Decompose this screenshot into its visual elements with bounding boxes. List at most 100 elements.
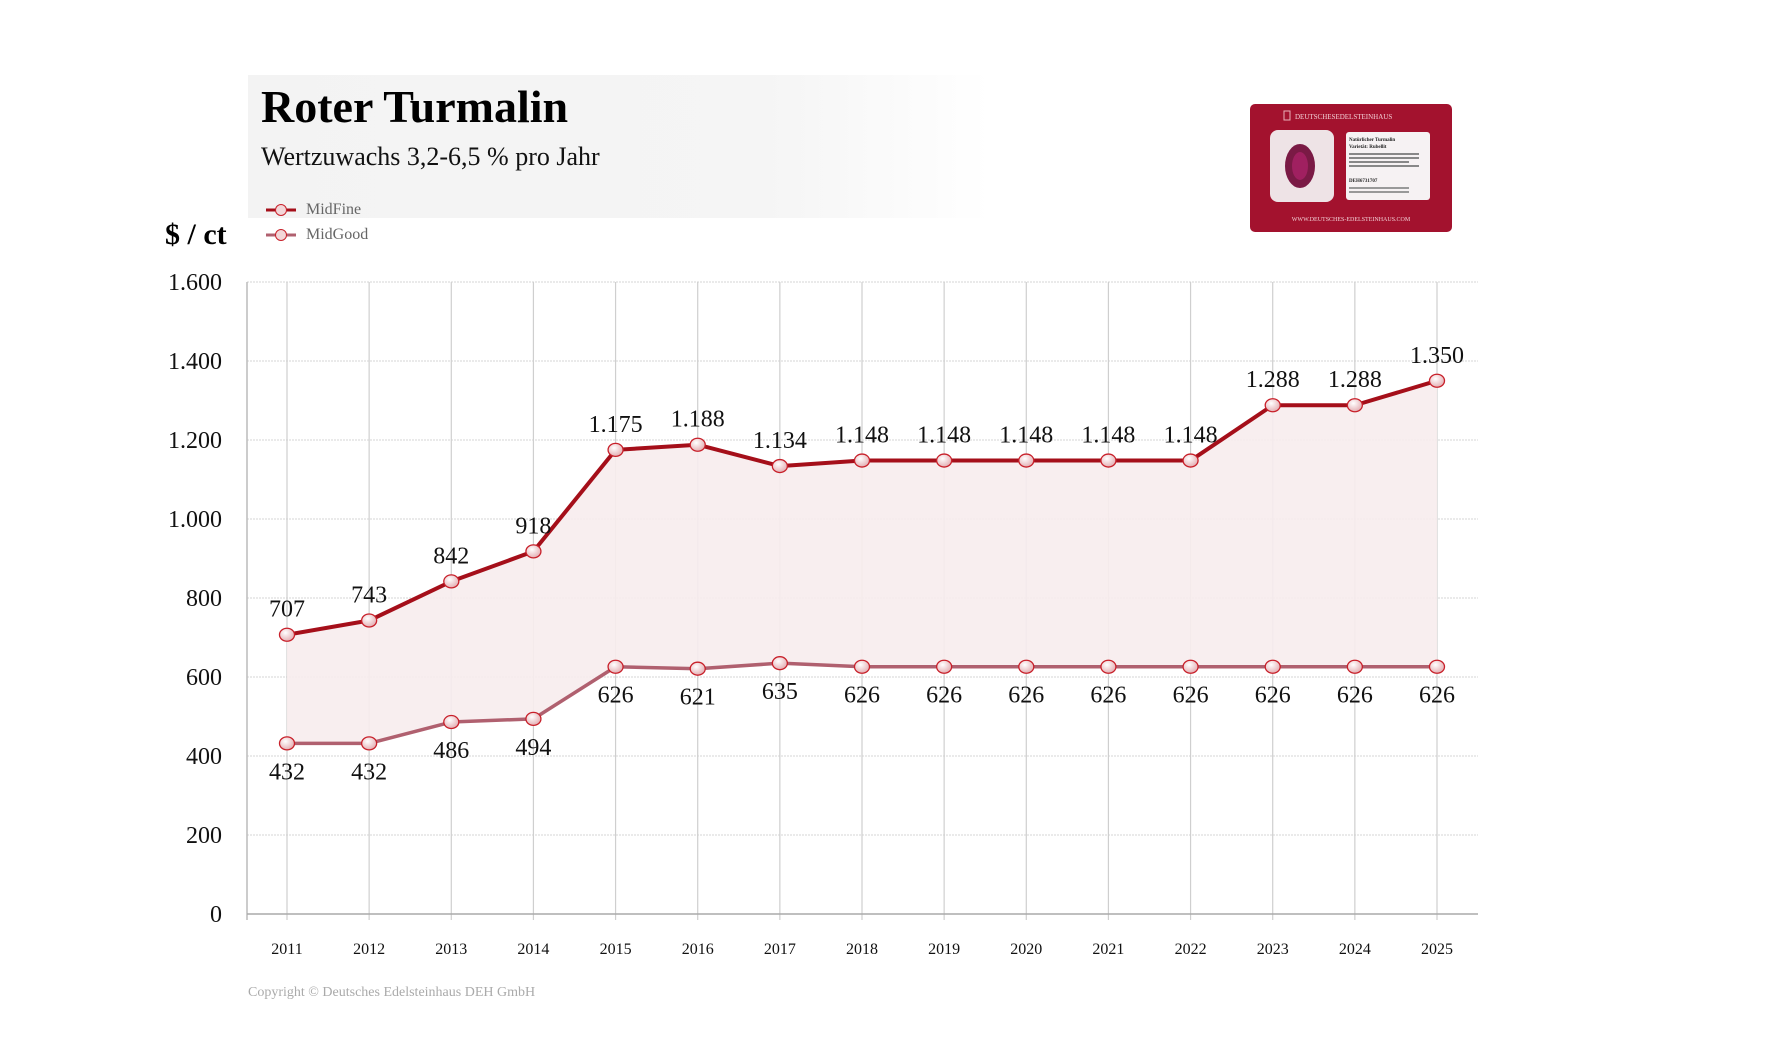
x-tick-label: 2016 bbox=[682, 941, 714, 958]
data-label-midgood: 626 bbox=[1419, 683, 1455, 709]
x-tick-label: 2022 bbox=[1175, 941, 1207, 958]
legend-item-midfine: MidFine bbox=[266, 201, 361, 219]
y-tick-label: 1.000 bbox=[168, 507, 222, 533]
data-point-midgood bbox=[1182, 659, 1199, 674]
data-label-midgood: 494 bbox=[515, 735, 551, 761]
data-point-midgood bbox=[1100, 659, 1117, 674]
data-point-midfine bbox=[1346, 398, 1364, 413]
svg-text:WWW.DEUTSCHES-EDELSTEINHAUS.CO: WWW.DEUTSCHES-EDELSTEINHAUS.COM bbox=[1292, 217, 1411, 223]
data-label-midgood: 626 bbox=[926, 683, 962, 709]
data-point-midfine bbox=[1182, 453, 1199, 468]
data-point-midfine bbox=[607, 442, 624, 458]
data-label-midfine: 1.148 bbox=[917, 423, 971, 449]
y-tick-label: 800 bbox=[186, 586, 222, 612]
data-point-midgood bbox=[360, 736, 378, 751]
svg-text:DEUTSCHESEDELSTEINHAUS: DEUTSCHESEDELSTEINHAUS bbox=[1295, 113, 1392, 121]
data-label-midgood: 621 bbox=[680, 685, 716, 711]
data-point-midgood bbox=[1346, 659, 1364, 674]
x-tick-label: 2024 bbox=[1339, 941, 1371, 958]
y-tick-label: 400 bbox=[186, 744, 222, 770]
x-tick-label: 2014 bbox=[517, 941, 549, 958]
data-point-midgood bbox=[278, 736, 296, 751]
data-label-midgood: 626 bbox=[844, 683, 880, 709]
data-point-midgood bbox=[853, 659, 871, 674]
legend-marker-midfine-icon bbox=[266, 204, 296, 216]
data-label-midfine: 1.288 bbox=[1246, 367, 1300, 393]
data-point-midgood bbox=[1264, 659, 1281, 674]
data-point-midfine bbox=[1018, 453, 1035, 468]
x-tick-label: 2019 bbox=[928, 941, 960, 958]
area-between-series bbox=[287, 380, 1437, 744]
data-point-midgood bbox=[607, 659, 624, 674]
x-tick-label: 2023 bbox=[1257, 941, 1289, 958]
data-label-midgood: 626 bbox=[1337, 683, 1373, 709]
data-point-midgood bbox=[689, 661, 706, 676]
y-tick-label: 1.200 bbox=[168, 428, 222, 454]
legend-label: MidFine bbox=[306, 201, 362, 218]
svg-text:Natürlicher Turmalin: Natürlicher Turmalin bbox=[1349, 138, 1395, 143]
x-tick-label: 2013 bbox=[435, 941, 467, 958]
data-label-midfine: 842 bbox=[433, 543, 469, 569]
data-label-midfine: 707 bbox=[269, 597, 305, 623]
data-label-midgood: 626 bbox=[1008, 683, 1044, 709]
data-point-midfine bbox=[1100, 453, 1117, 468]
data-label-midfine: 1.148 bbox=[999, 423, 1053, 449]
y-axis-label: $ / ct bbox=[165, 218, 227, 251]
data-point-midfine bbox=[1264, 398, 1281, 413]
data-label-midfine: 1.175 bbox=[589, 412, 643, 438]
y-tick-label: 1.600 bbox=[168, 270, 222, 296]
x-tick-label: 2017 bbox=[764, 941, 796, 958]
data-point-midgood bbox=[1428, 659, 1446, 674]
copyright-text: Copyright © Deutsches Edelsteinhaus DEH … bbox=[248, 985, 536, 1000]
y-tick-label: 600 bbox=[186, 665, 222, 691]
data-label-midfine: 743 bbox=[351, 583, 387, 609]
y-tick-label: 1.400 bbox=[168, 349, 222, 375]
legend-label: MidGood bbox=[306, 226, 369, 243]
data-label-midgood: 626 bbox=[1255, 683, 1291, 709]
header-panel bbox=[248, 75, 990, 218]
data-label-midfine: 1.148 bbox=[835, 423, 889, 449]
legend-marker-midgood-icon bbox=[266, 229, 296, 241]
data-point-midfine bbox=[771, 458, 789, 474]
data-label-midfine: 1.350 bbox=[1410, 343, 1464, 369]
data-point-midgood bbox=[935, 659, 953, 674]
y-tick-label: 200 bbox=[186, 823, 222, 849]
data-label-midgood: 635 bbox=[762, 679, 798, 705]
data-label-midfine: 1.288 bbox=[1328, 367, 1382, 393]
svg-text:DEH6731707: DEH6731707 bbox=[1349, 179, 1378, 184]
data-point-midfine bbox=[525, 544, 542, 559]
data-point-midfine bbox=[935, 453, 953, 468]
data-point-midfine bbox=[360, 613, 378, 628]
data-label-midfine: 918 bbox=[515, 513, 551, 539]
data-label-midfine: 1.148 bbox=[1081, 423, 1135, 449]
data-label-midfine: 1.134 bbox=[753, 428, 807, 454]
data-point-midgood bbox=[443, 714, 460, 730]
data-point-midfine bbox=[853, 453, 871, 468]
data-label-midgood: 486 bbox=[433, 738, 469, 764]
data-label-midgood: 626 bbox=[598, 683, 634, 709]
data-point-midgood bbox=[1018, 659, 1035, 674]
data-label-midgood: 626 bbox=[1173, 683, 1209, 709]
x-tick-label: 2020 bbox=[1010, 941, 1042, 958]
x-tick-label: 2011 bbox=[271, 941, 302, 958]
x-tick-label: 2018 bbox=[846, 941, 878, 958]
data-label-midfine: 1.148 bbox=[1164, 423, 1218, 449]
x-tick-label: 2025 bbox=[1421, 941, 1453, 958]
data-point-midfine bbox=[689, 437, 706, 452]
data-label-midgood: 432 bbox=[269, 759, 305, 785]
data-point-midgood bbox=[771, 656, 789, 671]
x-tick-label: 2015 bbox=[600, 941, 632, 958]
data-label-midgood: 626 bbox=[1090, 683, 1126, 709]
chart-title: Roter Turmalin bbox=[261, 81, 569, 132]
data-label-midfine: 1.188 bbox=[671, 407, 725, 433]
data-point-midfine bbox=[443, 574, 460, 589]
data-point-midfine bbox=[278, 627, 296, 642]
certificate-image: DEUTSCHESEDELSTEINHAUS Natürlicher Turma… bbox=[1250, 104, 1452, 232]
svg-text:Varietät: Rubellit: Varietät: Rubellit bbox=[1349, 145, 1387, 150]
legend-item-midgood: MidGood bbox=[266, 226, 368, 244]
data-point-midfine bbox=[1428, 373, 1446, 388]
data-point-midgood bbox=[525, 711, 542, 727]
x-tick-label: 2012 bbox=[353, 941, 385, 958]
x-tick-label: 2021 bbox=[1092, 941, 1124, 958]
